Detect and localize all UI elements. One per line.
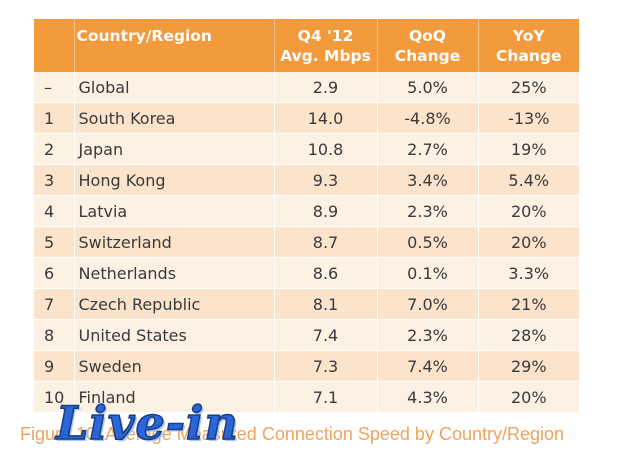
header-yoy-line1: YoY — [512, 27, 545, 45]
qoq-change-cell: -4.8% — [377, 102, 479, 134]
table-row: 9 Sweden 7.3 7.4% 29% — [34, 350, 579, 382]
yoy-change-cell: 20% — [478, 226, 579, 258]
country-cell: Sweden — [74, 350, 275, 382]
rank-cell: 9 — [34, 350, 75, 382]
table-row: – Global 2.9 5.0% 25% — [34, 72, 579, 103]
country-cell: Switzerland — [74, 226, 275, 258]
speed-cell: 9.3 — [274, 164, 378, 196]
header-yoy-line2: Change — [495, 47, 562, 65]
rank-cell: 2 — [34, 133, 75, 165]
country-cell: South Korea — [74, 102, 275, 134]
speed-cell: 7.4 — [274, 319, 378, 351]
rank-cell: 8 — [34, 319, 75, 351]
header-row: Country/Region Q4 '12 Avg. Mbps QoQ Chan… — [34, 19, 579, 72]
country-cell: Global — [74, 72, 275, 103]
country-cell: United States — [74, 319, 275, 351]
table-body: – Global 2.9 5.0% 25% 1 South Korea 14.0 -4.8% -1… — [34, 72, 579, 413]
rank-cell: 7 — [34, 288, 75, 320]
header-rank — [34, 19, 75, 72]
yoy-change-cell: 3.3% — [478, 257, 579, 289]
speed-cell: 7.1 — [274, 381, 378, 413]
header-speed-line1: Q4 '12 — [297, 27, 354, 45]
qoq-change-cell: 7.4% — [377, 350, 479, 382]
rank-cell: 4 — [34, 195, 75, 227]
speed-cell: 8.1 — [274, 288, 378, 320]
header-yoy: YoY Change — [478, 19, 579, 72]
table-row: 6 Netherlands 8.6 0.1% 3.3% — [34, 257, 579, 289]
country-cell: Finland — [74, 381, 275, 413]
watermark-logo: Live-in — [55, 395, 239, 451]
country-cell: Netherlands — [74, 257, 275, 289]
country-cell: Hong Kong — [74, 164, 275, 196]
table-header: Country/Region Q4 '12 Avg. Mbps QoQ Chan… — [34, 19, 579, 72]
qoq-change-cell: 4.3% — [377, 381, 479, 413]
yoy-change-cell: 20% — [478, 195, 579, 227]
figure-caption: Figure 10: Average Measured Connection S… — [20, 424, 565, 444]
speed-cell: 10.8 — [274, 133, 378, 165]
qoq-change-cell: 2.3% — [377, 195, 479, 227]
country-cell: Japan — [74, 133, 275, 165]
rank-cell: 3 — [34, 164, 75, 196]
yoy-change-cell: -13% — [478, 102, 579, 134]
table-row: 5 Switzerland 8.7 0.5% 20% — [34, 226, 579, 258]
speed-table-container: Country/Region Q4 '12 Avg. Mbps QoQ Chan… — [34, 19, 579, 413]
qoq-change-cell: 0.5% — [377, 226, 479, 258]
table-row: 3 Hong Kong 9.3 3.4% 5.4% — [34, 164, 579, 196]
speed-cell: 7.3 — [274, 350, 378, 382]
table-row: 7 Czech Republic 8.1 7.0% 21% — [34, 288, 579, 320]
header-qoq: QoQ Change — [377, 19, 479, 72]
qoq-change-cell: 2.3% — [377, 319, 479, 351]
yoy-change-cell: 25% — [478, 72, 579, 103]
header-speed: Q4 '12 Avg. Mbps — [274, 19, 378, 72]
speed-cell: 2.9 — [274, 72, 378, 103]
rank-cell: 5 — [34, 226, 75, 258]
yoy-change-cell: 20% — [478, 381, 579, 413]
table-row: 4 Latvia 8.9 2.3% 20% — [34, 195, 579, 227]
table-row: 1 South Korea 14.0 -4.8% -13% — [34, 102, 579, 134]
qoq-change-cell: 7.0% — [377, 288, 479, 320]
speed-cell: 8.7 — [274, 226, 378, 258]
header-qoq-line1: QoQ — [408, 27, 446, 45]
speed-cell: 8.6 — [274, 257, 378, 289]
header-speed-line2: Avg. Mbps — [280, 47, 371, 65]
table-row: 10 Finland 7.1 4.3% 20% — [34, 381, 579, 413]
header-country: Country/Region — [74, 19, 275, 72]
rank-cell: 6 — [34, 257, 75, 289]
speed-table: Country/Region Q4 '12 Avg. Mbps QoQ Chan… — [34, 19, 579, 413]
rank-cell: 10 — [34, 381, 75, 413]
speed-cell: 14.0 — [274, 102, 378, 134]
header-qoq-line2: Change — [394, 47, 461, 65]
table-row: 2 Japan 10.8 2.7% 19% — [34, 133, 579, 165]
qoq-change-cell: 2.7% — [377, 133, 479, 165]
qoq-change-cell: 3.4% — [377, 164, 479, 196]
table-row: 8 United States 7.4 2.3% 28% — [34, 319, 579, 351]
yoy-change-cell: 21% — [478, 288, 579, 320]
yoy-change-cell: 29% — [478, 350, 579, 382]
country-cell: Latvia — [74, 195, 275, 227]
yoy-change-cell: 28% — [478, 319, 579, 351]
yoy-change-cell: 5.4% — [478, 164, 579, 196]
qoq-change-cell: 5.0% — [377, 72, 479, 103]
rank-cell: – — [34, 72, 75, 103]
country-cell: Czech Republic — [74, 288, 275, 320]
yoy-change-cell: 19% — [478, 133, 579, 165]
rank-cell: 1 — [34, 102, 75, 134]
qoq-change-cell: 0.1% — [377, 257, 479, 289]
speed-cell: 8.9 — [274, 195, 378, 227]
